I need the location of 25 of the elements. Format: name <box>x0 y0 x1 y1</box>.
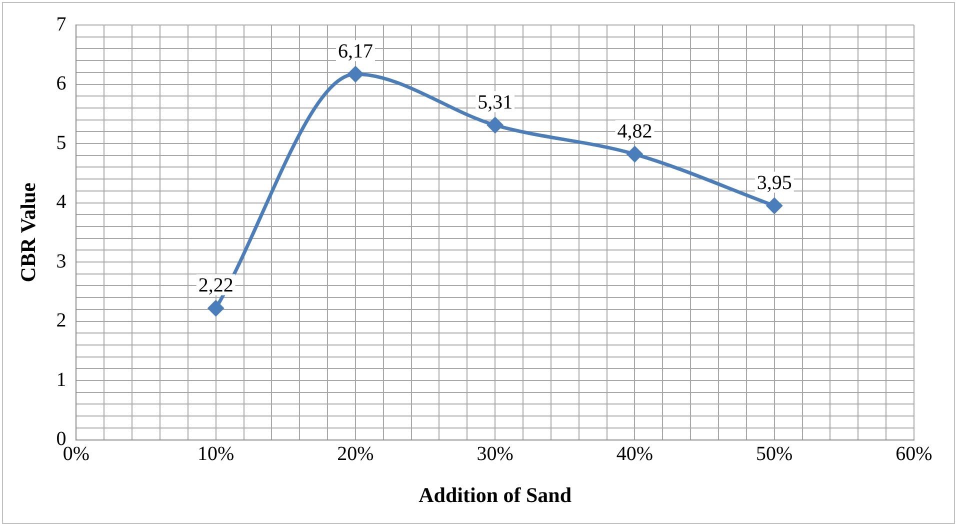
x-tick-label: 10% <box>197 443 234 466</box>
x-tick-label: 20% <box>337 443 374 466</box>
y-tick-label: 4 <box>56 191 66 214</box>
y-tick-label: 1 <box>56 368 66 391</box>
point <box>348 66 364 82</box>
y-tick-label: 5 <box>56 132 66 154</box>
x-tick-label: 60% <box>896 443 932 466</box>
data-label: 4,82 <box>617 120 652 142</box>
y-tick-label: 3 <box>56 250 66 272</box>
x-tick-label: 50% <box>756 443 793 466</box>
y-tick-label: 2 <box>56 310 66 332</box>
data-label: 2,22 <box>198 274 234 296</box>
point <box>626 146 642 162</box>
data-label: 3,95 <box>756 172 792 194</box>
y-tick-label: 6 <box>56 72 66 95</box>
x-tick-label: 30% <box>476 443 514 466</box>
data-label: 5,31 <box>478 91 513 114</box>
x-tick-label: 40% <box>616 443 654 466</box>
x-axis-title: Addition of Sand <box>418 482 572 507</box>
point <box>487 117 503 133</box>
y-tick-label: 7 <box>56 13 66 36</box>
y-axis-title: CBR Value <box>16 182 40 282</box>
data-label: 6,17 <box>338 40 373 62</box>
point <box>208 300 224 316</box>
point <box>766 198 782 214</box>
